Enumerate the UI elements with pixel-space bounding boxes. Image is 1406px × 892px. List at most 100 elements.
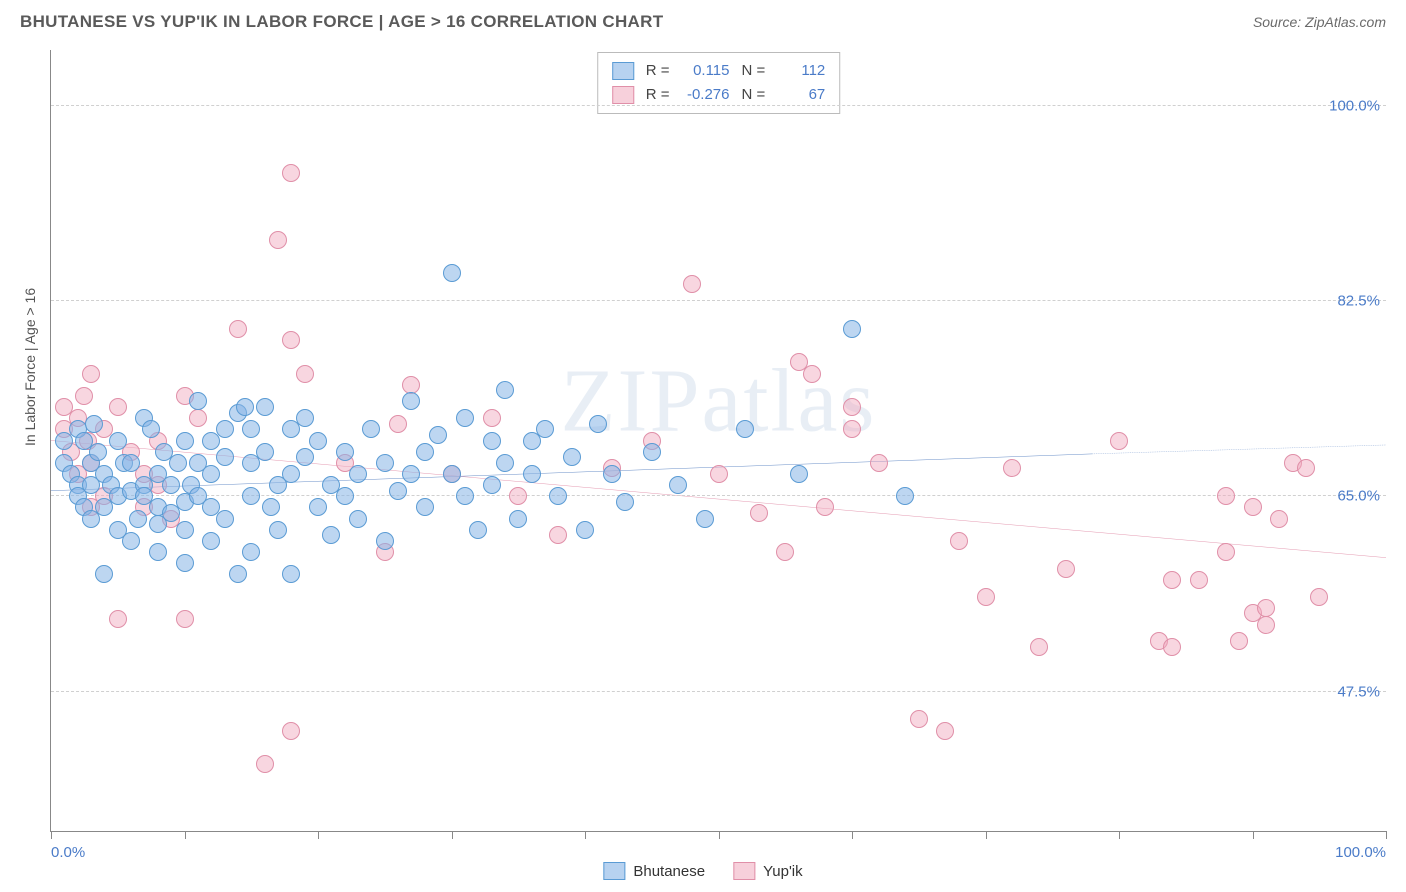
scatter-point xyxy=(816,498,834,516)
scatter-point xyxy=(122,532,140,550)
scatter-point xyxy=(162,476,180,494)
scatter-point xyxy=(269,521,287,539)
scatter-point xyxy=(416,443,434,461)
scatter-point xyxy=(282,465,300,483)
scatter-point xyxy=(202,532,220,550)
scatter-point xyxy=(309,432,327,450)
scatter-point xyxy=(1297,459,1315,477)
scatter-point xyxy=(1163,571,1181,589)
scatter-point xyxy=(176,554,194,572)
gridline xyxy=(51,105,1386,106)
scatter-point xyxy=(85,415,103,433)
scatter-point xyxy=(149,543,167,561)
x-tick xyxy=(318,831,319,839)
scatter-point xyxy=(589,415,607,433)
scatter-point xyxy=(349,510,367,528)
scatter-point xyxy=(282,164,300,182)
scatter-point xyxy=(843,398,861,416)
scatter-point xyxy=(443,465,461,483)
scatter-point xyxy=(336,487,354,505)
scatter-point xyxy=(710,465,728,483)
scatter-point xyxy=(790,465,808,483)
scatter-point xyxy=(1217,543,1235,561)
scatter-point xyxy=(496,454,514,472)
scatter-point xyxy=(262,498,280,516)
scatter-point xyxy=(402,392,420,410)
scatter-point xyxy=(843,320,861,338)
gridline-label: 47.5% xyxy=(1337,683,1380,700)
swatch-series2 xyxy=(612,86,634,104)
series-legend: Bhutanese Yup'ik xyxy=(603,862,802,880)
x-tick xyxy=(1253,831,1254,839)
scatter-point xyxy=(242,487,260,505)
legend-item-series2: Yup'ik xyxy=(733,862,803,880)
scatter-point xyxy=(456,487,474,505)
scatter-point xyxy=(910,710,928,728)
scatter-point xyxy=(362,420,380,438)
scatter-point xyxy=(1110,432,1128,450)
scatter-point xyxy=(75,387,93,405)
gridline xyxy=(51,300,1386,301)
scatter-point xyxy=(216,510,234,528)
x-axis-min-label: 0.0% xyxy=(51,844,85,861)
scatter-point xyxy=(736,420,754,438)
scatter-point xyxy=(936,722,954,740)
scatter-point xyxy=(896,487,914,505)
scatter-point xyxy=(309,498,327,516)
x-tick xyxy=(452,831,453,839)
swatch-series1 xyxy=(612,62,634,80)
scatter-point xyxy=(977,588,995,606)
scatter-point xyxy=(176,432,194,450)
scatter-point xyxy=(256,398,274,416)
scatter-point xyxy=(483,409,501,427)
scatter-point xyxy=(1244,498,1262,516)
scatter-point xyxy=(1030,638,1048,656)
legend-swatch-series2 xyxy=(733,862,755,880)
gridline-label: 100.0% xyxy=(1329,97,1380,114)
legend-swatch-series1 xyxy=(603,862,625,880)
scatter-point xyxy=(82,365,100,383)
scatter-point xyxy=(870,454,888,472)
scatter-point xyxy=(549,526,567,544)
scatter-point xyxy=(282,722,300,740)
scatter-point xyxy=(1257,599,1275,617)
scatter-point xyxy=(142,420,160,438)
scatter-point xyxy=(109,432,127,450)
gridline-label: 65.0% xyxy=(1337,488,1380,505)
scatter-point xyxy=(376,532,394,550)
scatter-point xyxy=(122,454,140,472)
scatter-point xyxy=(1057,560,1075,578)
scatter-point xyxy=(1217,487,1235,505)
scatter-point xyxy=(1257,616,1275,634)
scatter-point xyxy=(509,487,527,505)
scatter-point xyxy=(616,493,634,511)
scatter-point xyxy=(269,231,287,249)
scatter-point xyxy=(523,465,541,483)
stats-row-series1: R = 0.115 N = 112 xyxy=(612,59,826,83)
scatter-point xyxy=(950,532,968,550)
scatter-point xyxy=(443,264,461,282)
x-tick xyxy=(585,831,586,839)
scatter-point xyxy=(189,392,207,410)
x-tick xyxy=(51,831,52,839)
x-tick xyxy=(1119,831,1120,839)
scatter-point xyxy=(229,320,247,338)
x-tick xyxy=(185,831,186,839)
scatter-point xyxy=(169,454,187,472)
y-axis-label: In Labor Force | Age > 16 xyxy=(22,288,38,446)
watermark-text: ZIPatlas xyxy=(561,350,877,453)
scatter-point xyxy=(176,610,194,628)
x-axis-max-label: 100.0% xyxy=(1335,844,1386,861)
scatter-point xyxy=(176,521,194,539)
x-tick xyxy=(852,831,853,839)
scatter-point xyxy=(483,476,501,494)
scatter-point xyxy=(669,476,687,494)
scatter-point xyxy=(776,543,794,561)
scatter-point xyxy=(296,448,314,466)
scatter-point xyxy=(296,365,314,383)
scatter-point xyxy=(282,331,300,349)
scatter-point xyxy=(563,448,581,466)
scatter-point xyxy=(696,510,714,528)
scatter-point xyxy=(643,443,661,461)
scatter-point xyxy=(496,381,514,399)
